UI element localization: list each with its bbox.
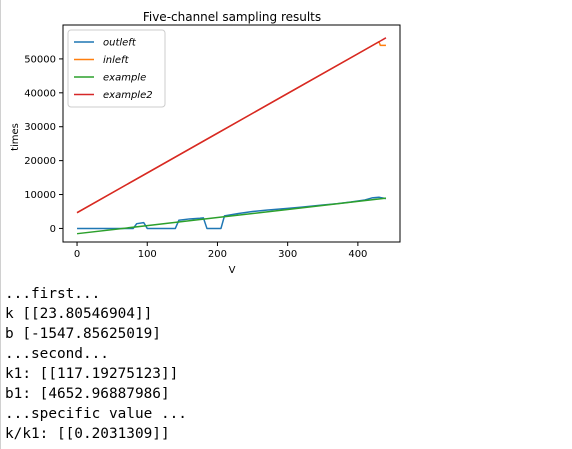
x-tick-label: 100 (138, 249, 157, 260)
console-line: k/k1: [[0.2031309]] (5, 426, 170, 442)
series-line-example (76, 197, 387, 235)
y-axis-label: times (10, 123, 21, 151)
x-tick-label: 0 (74, 249, 80, 260)
y-tick-label: 20000 (24, 156, 56, 167)
console-line: ...specific value ... (5, 406, 187, 422)
series-line-outleft (77, 196, 387, 230)
legend-label-example: example (103, 73, 146, 84)
plot-frame (62, 24, 401, 243)
legend: outleft inleft example example2 (67, 29, 166, 108)
chart-title: Five-channel sampling results (143, 10, 321, 24)
console-line: b [-1547.85625019] (5, 326, 161, 342)
legend-box (67, 29, 166, 108)
console-line: ...first... (5, 286, 101, 302)
y-axis: 0 10000 20000 30000 40000 50000 (24, 54, 63, 235)
console-line: ...second... (5, 346, 109, 362)
console-line: k [[23.80546904]] (5, 306, 153, 322)
y-tick-label: 40000 (24, 88, 56, 99)
y-tick-label: 30000 (24, 122, 56, 133)
chart: Five-channel sampling results 0 100 200 300… (10, 10, 401, 276)
x-axis-label: V (229, 265, 236, 276)
console-line: b1: [4652.96887986] (5, 386, 170, 402)
legend-label-inleft: inleft (103, 55, 130, 66)
x-tick-label: 300 (278, 249, 297, 260)
legend-label-example2: example2 (103, 90, 153, 101)
legend-label-outleft: outleft (103, 38, 137, 49)
console-line: k1: [[117.19275123]] (5, 366, 179, 382)
series-line-example2 (76, 37, 387, 214)
x-axis: 0 100 200 300 400 (74, 242, 367, 260)
x-tick-label: 200 (208, 249, 227, 260)
console-output: ...first... k [[23.80546904]] b [-1547.856… (5, 284, 187, 444)
series-lines (76, 37, 387, 235)
y-tick-label: 0 (50, 224, 56, 235)
left-border (0, 0, 1, 449)
y-tick-label: 10000 (24, 190, 56, 201)
x-tick-label: 400 (348, 249, 367, 260)
y-tick-label: 50000 (24, 54, 56, 65)
